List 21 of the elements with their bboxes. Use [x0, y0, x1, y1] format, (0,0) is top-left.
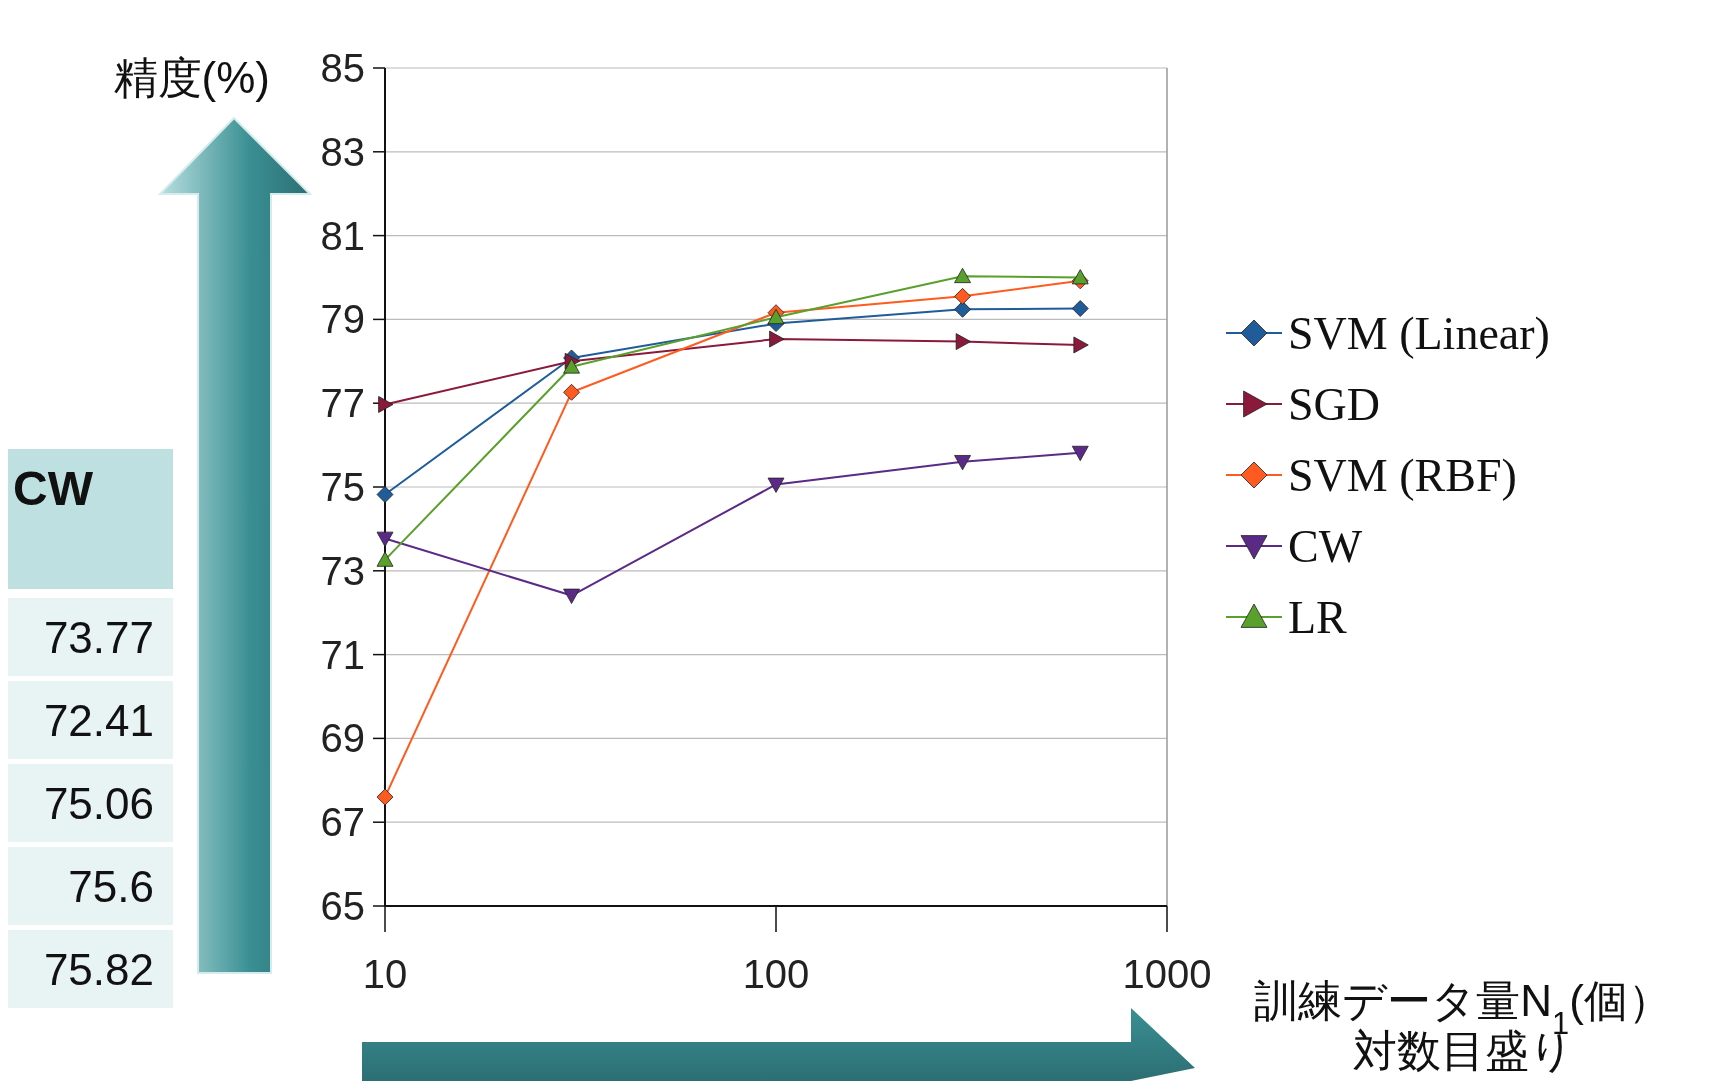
y-tick-label: 79	[320, 297, 365, 342]
legend-label: SVM (RBF)	[1288, 450, 1517, 501]
y-tick-label: 83	[320, 129, 365, 174]
legend-label: LR	[1288, 592, 1348, 643]
y-tick-label: 81	[320, 213, 365, 258]
y-axis-title: 精度(%)	[113, 53, 270, 102]
legend-label: CW	[1288, 521, 1363, 572]
y-tick-label: 69	[320, 716, 365, 761]
y-tick-label: 77	[320, 381, 365, 426]
y-tick-label: 75	[320, 465, 365, 509]
y-tick-label: 73	[320, 548, 365, 593]
legend-label: SGD	[1288, 379, 1381, 430]
y-tick-label: 65	[320, 884, 365, 928]
y-tick-label: 67	[320, 800, 365, 845]
table: CW 73.77 72.41 75.06 75.6 75.82	[8, 449, 173, 1008]
y-tick-label: 85	[320, 46, 365, 90]
y-tick-label: 71	[320, 632, 365, 677]
legend-label: SVM (Linear)	[1288, 308, 1550, 359]
x-tick-label: 100	[742, 952, 810, 996]
x-tick-label: 10	[362, 952, 408, 996]
x-tick-label: 1000	[1122, 952, 1212, 996]
